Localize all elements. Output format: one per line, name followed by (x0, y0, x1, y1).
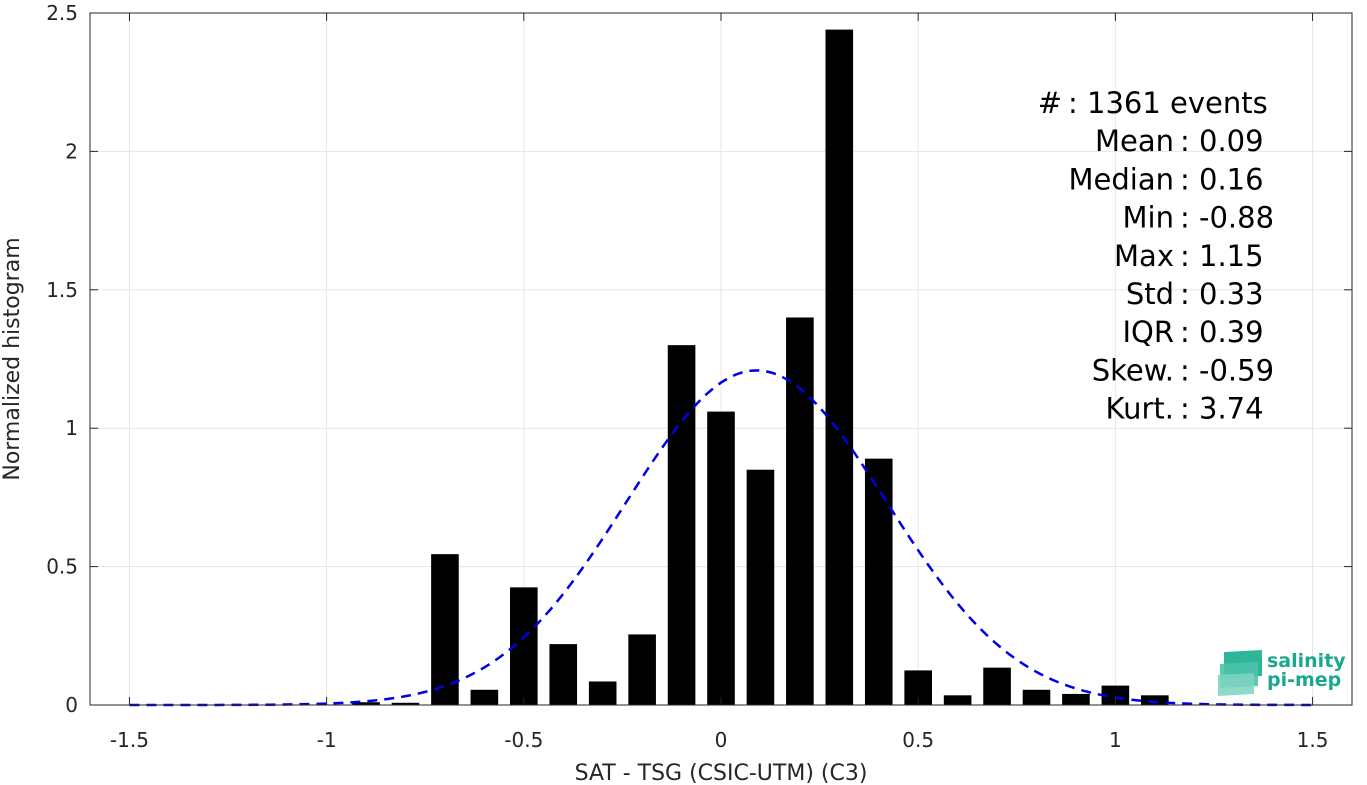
histogram-bar (707, 411, 735, 705)
stat-value: : -0.59 (1180, 353, 1274, 387)
histogram-bar (628, 634, 656, 705)
stat-value: : 1.15 (1180, 239, 1264, 273)
histogram-bar (588, 681, 617, 705)
axis-ticks (90, 12, 1352, 706)
histogram-bar (825, 29, 854, 706)
stat-label: Skew. (1092, 353, 1174, 387)
x-tick-label: -1 (317, 728, 337, 752)
logo-line2: pi-mep (1267, 669, 1341, 691)
histogram-bar (864, 458, 893, 705)
histogram-bar (431, 554, 459, 705)
histogram-bar (1101, 685, 1130, 705)
stat-label: Kurt. (1106, 392, 1174, 426)
stat-value: : 0.33 (1180, 277, 1264, 311)
y-tick-label: 1.5 (46, 278, 78, 302)
y-tick-label: 0 (65, 693, 78, 717)
x-tick-label: 0.5 (902, 728, 934, 752)
histogram-bar (1022, 689, 1051, 705)
histogram-bar (667, 345, 696, 705)
histogram-bar (549, 644, 578, 705)
stat-value: : 3.74 (1180, 392, 1264, 426)
stat-label: # (1038, 86, 1062, 120)
stat-value: : 0.39 (1180, 315, 1264, 349)
stat-value: : 0.09 (1180, 124, 1264, 158)
histogram-bar (746, 469, 775, 705)
histogram-bars (352, 29, 1169, 706)
histogram-bar (470, 689, 499, 705)
stat-value: : -0.88 (1180, 201, 1274, 235)
x-axis-label: SAT - TSG (CSIC-UTM) (C3) (575, 761, 868, 785)
stat-label: Mean (1095, 124, 1174, 158)
logo-line1: salinity (1267, 650, 1346, 672)
stat-label: Min (1123, 201, 1174, 235)
histogram-bar (391, 702, 420, 705)
y-tick-labels: 0 0.5 1 1.5 2 2.5 (46, 1, 78, 717)
histogram-bar (983, 667, 1011, 705)
x-tick-label: 1.5 (1297, 728, 1329, 752)
x-tick-labels: -1.5 -1 -0.5 0 0.5 1 1.5 (110, 728, 1329, 752)
y-axis-label: Normalized histogram (0, 237, 25, 480)
histogram-bar (1062, 693, 1090, 705)
x-tick-label: -0.5 (504, 728, 543, 752)
stat-label: Max (1114, 239, 1174, 273)
stat-label: Std (1126, 277, 1174, 311)
histogram-bar (943, 695, 972, 705)
x-tick-label: 1 (1109, 728, 1122, 752)
y-tick-label: 1 (65, 416, 78, 440)
stat-label: Median (1069, 162, 1174, 196)
logo-waves-icon (1218, 650, 1262, 696)
histogram-bar (352, 702, 380, 705)
salinity-pi-mep-logo: salinity pi-mep (1218, 650, 1346, 696)
x-tick-label: -1.5 (110, 728, 149, 752)
y-tick-label: 0.5 (46, 555, 78, 579)
y-tick-label: 2 (65, 139, 78, 163)
histogram-bar (786, 317, 814, 705)
x-tick-label: 0 (715, 728, 728, 752)
histogram-bar (1141, 695, 1169, 705)
stat-value: : 0.16 (1180, 162, 1264, 196)
stat-label: IQR (1122, 315, 1174, 349)
y-tick-label: 2.5 (46, 1, 78, 25)
stat-value: : 1361 events (1068, 86, 1268, 120)
